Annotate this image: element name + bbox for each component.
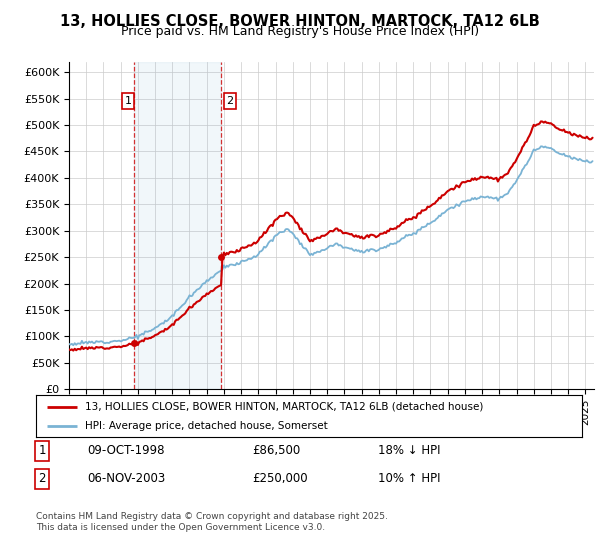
Text: 2: 2 bbox=[226, 96, 233, 106]
Text: 10% ↑ HPI: 10% ↑ HPI bbox=[378, 472, 440, 486]
Text: 2: 2 bbox=[38, 472, 46, 486]
Text: Price paid vs. HM Land Registry's House Price Index (HPI): Price paid vs. HM Land Registry's House … bbox=[121, 25, 479, 38]
Text: 18% ↓ HPI: 18% ↓ HPI bbox=[378, 444, 440, 458]
Text: 13, HOLLIES CLOSE, BOWER HINTON, MARTOCK, TA12 6LB: 13, HOLLIES CLOSE, BOWER HINTON, MARTOCK… bbox=[60, 14, 540, 29]
Text: Contains HM Land Registry data © Crown copyright and database right 2025.
This d: Contains HM Land Registry data © Crown c… bbox=[36, 512, 388, 532]
Bar bbox=[134, 62, 221, 389]
Text: HPI: Average price, detached house, Somerset: HPI: Average price, detached house, Some… bbox=[85, 421, 328, 431]
Text: 13, HOLLIES CLOSE, BOWER HINTON, MARTOCK, TA12 6LB (detached house): 13, HOLLIES CLOSE, BOWER HINTON, MARTOCK… bbox=[85, 402, 484, 412]
Text: £86,500: £86,500 bbox=[252, 444, 300, 458]
Text: 06-NOV-2003: 06-NOV-2003 bbox=[87, 472, 165, 486]
Text: 1: 1 bbox=[125, 96, 131, 106]
Text: 1: 1 bbox=[38, 444, 46, 458]
Text: 09-OCT-1998: 09-OCT-1998 bbox=[87, 444, 164, 458]
Text: £250,000: £250,000 bbox=[252, 472, 308, 486]
